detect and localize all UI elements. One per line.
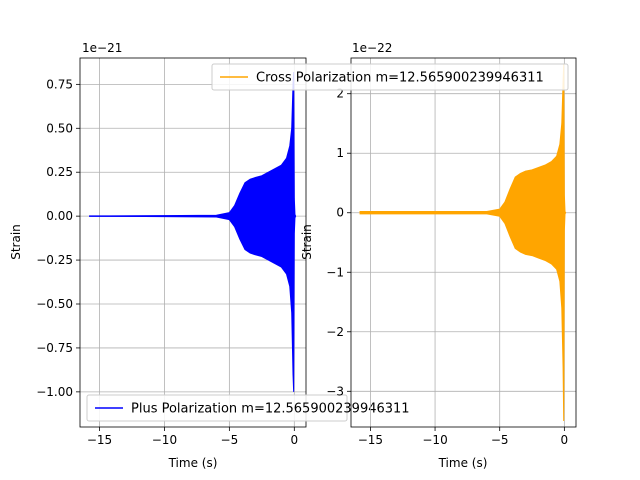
cross-legend-label: Cross Polarization m=12.565900239946311 <box>256 71 544 86</box>
cross-x-tick-label: −10 <box>422 433 447 447</box>
cross-x-tick-label: 0 <box>561 433 569 447</box>
cross-y-tick-label: 0 <box>336 206 344 220</box>
plus-legend-box <box>86 394 348 422</box>
cross-x-tick-label: −15 <box>358 433 383 447</box>
cross-legend: Cross Polarization m=12.565900239946311 <box>211 63 569 91</box>
plus-x-axis-label: Time (s) <box>168 456 218 470</box>
plus-x-tick-label: −10 <box>152 433 177 447</box>
plus-offset-text: 1e−21 <box>82 41 122 55</box>
plus-polarization-subplot: −15 −10 −5 0 0.750.500.250.00−0.25−0.50−0.7… <box>9 41 410 470</box>
plus-y-tick-label: 0.00 <box>46 209 73 223</box>
cross-polarization-subplot: −15 −10 −5 0 2 1 0 −1 −2 −3 1e−22 Time (s) Strai… <box>211 41 577 470</box>
cross-axes-frame <box>350 57 577 428</box>
plus-y-tick-label: −0.75 <box>36 341 73 355</box>
plus-y-tick-label: 0.25 <box>46 165 73 179</box>
cross-offset-text: 1e−22 <box>352 41 392 55</box>
plus-axes-frame <box>79 57 307 428</box>
plus-x-ticks: −15 −10 −5 0 <box>87 427 298 447</box>
plus-x-tick-label: −5 <box>221 433 239 447</box>
plus-waveform-envelope <box>89 72 297 392</box>
plus-y-axis-label: Strain <box>9 224 23 260</box>
cross-x-axis-label: Time (s) <box>438 456 488 470</box>
cross-x-ticks: −15 −10 −5 0 <box>358 427 568 447</box>
plus-series <box>89 72 297 392</box>
cross-y-tick-label: −1 <box>326 265 344 279</box>
cross-y-tick-label: 2 <box>336 87 344 101</box>
cross-y-ticks: 2 1 0 −1 −2 −3 <box>326 87 351 398</box>
plus-y-tick-label: −0.25 <box>36 253 73 267</box>
plus-x-tick-label: −15 <box>87 433 112 447</box>
plus-y-tick-label: −0.50 <box>36 297 73 311</box>
plus-y-ticks: 0.75 0.50 0.25 0.00 −0.25 −0.50 −0.75 −1.00 <box>36 77 80 399</box>
cross-y-tick-label: −3 <box>326 384 344 398</box>
plus-y-tick-label: 0.75 <box>46 77 73 91</box>
plus-legend: Plus Polarization m=12.565900239946311 <box>86 394 410 422</box>
plus-x-tick-label: 0 <box>290 433 298 447</box>
cross-legend-box <box>211 63 569 91</box>
cross-y-axis-label: Strain <box>300 224 314 260</box>
cross-y-tick-label: −2 <box>326 325 344 339</box>
cross-series <box>359 63 567 422</box>
plus-y-tick-label: 0.50 <box>46 121 73 135</box>
cross-y-tick-label: 1 <box>336 146 344 160</box>
plus-y-tick-label: −1.00 <box>36 385 73 399</box>
plus-legend-label: Plus Polarization m=12.565900239946311 <box>131 402 410 417</box>
cross-x-tick-label: −5 <box>491 433 509 447</box>
